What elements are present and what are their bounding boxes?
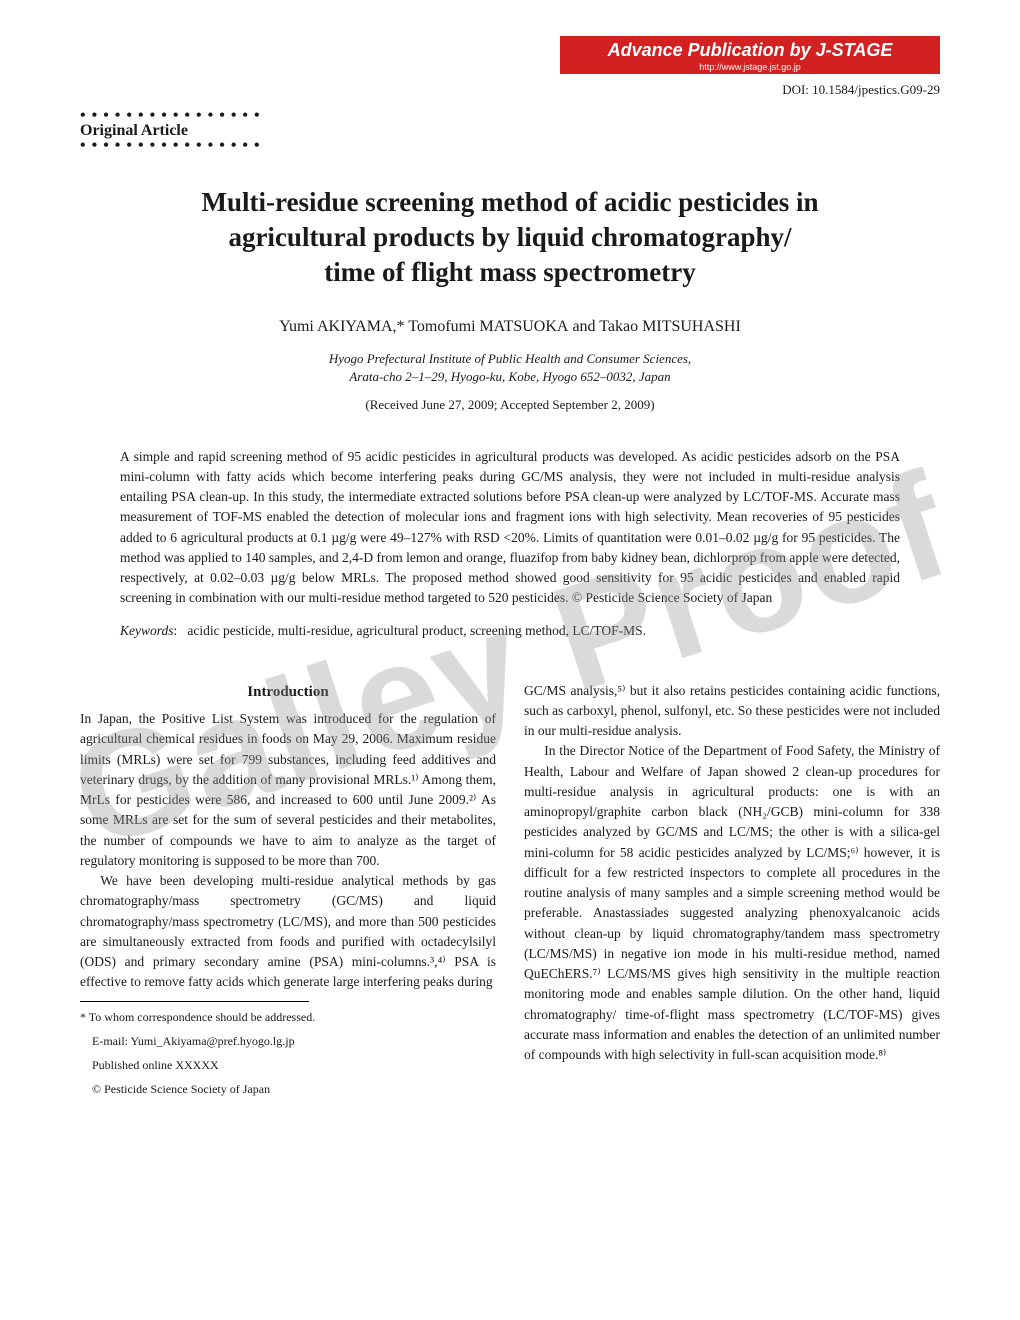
paper-title: Multi-residue screening method of acidic… (80, 185, 940, 290)
affil-line-1: Hyogo Prefectural Institute of Public He… (329, 351, 691, 366)
banner-title: Advance Publication by J-STAGE (560, 40, 940, 61)
left-column: Introduction In Japan, the Positive List… (80, 681, 496, 1098)
affil-line-2: Arata-cho 2–1–29, Hyogo-ku, Kobe, Hyogo … (349, 369, 670, 384)
dotted-rule-top: • • • • • • • • • • • • • • • • (80, 112, 261, 120)
footnote-rule (80, 1001, 309, 1002)
right-p2: In the Director Notice of the Department… (524, 741, 940, 1065)
title-line-1: Multi-residue screening method of acidic… (202, 187, 819, 217)
affiliation: Hyogo Prefectural Institute of Public He… (80, 350, 940, 386)
title-line-3: time of flight mass spectrometry (324, 257, 695, 287)
banner-url: http://www.jstage.jst.go.jp (560, 62, 940, 72)
left-p2: We have been developing multi-residue an… (80, 871, 496, 993)
keywords-label: Keywords (120, 623, 174, 638)
left-p1: In Japan, the Positive List System was i… (80, 709, 496, 871)
article-type-block: • • • • • • • • • • • • • • • • Original… (80, 112, 261, 150)
keywords: Keywords: acidic pesticide, multi-residu… (120, 623, 900, 639)
right-column: GC/MS analysis,⁵⁾ but it also retains pe… (524, 681, 940, 1098)
dates: (Received June 27, 2009; Accepted Septem… (80, 397, 940, 413)
title-line-2: agricultural products by liquid chromato… (228, 222, 791, 252)
footnote-corresp: * To whom correspondence should be addre… (80, 1008, 496, 1026)
doi: DOI: 10.1584/jpestics.G09-29 (782, 82, 940, 98)
banner: Advance Publication by J-STAGE http://ww… (560, 36, 940, 74)
intro-heading: Introduction (80, 681, 496, 704)
two-column-body: Introduction In Japan, the Positive List… (80, 681, 940, 1098)
abstract: A simple and rapid screening method of 9… (120, 447, 900, 609)
keywords-text: acidic pesticide, multi-residue, agricul… (187, 623, 646, 638)
right-p1: GC/MS analysis,⁵⁾ but it also retains pe… (524, 681, 940, 742)
footnote-email: E-mail: Yumi_Akiyama@pref.hyogo.lg.jp (80, 1032, 496, 1050)
footnote-pub: Published online XXXXX (80, 1056, 496, 1074)
authors: Yumi AKIYAMA,* Tomofumi MATSUOKA and Tak… (80, 318, 940, 336)
footnote-copy: © Pesticide Science Society of Japan (80, 1080, 496, 1098)
dotted-rule-bottom: • • • • • • • • • • • • • • • • (80, 142, 261, 150)
